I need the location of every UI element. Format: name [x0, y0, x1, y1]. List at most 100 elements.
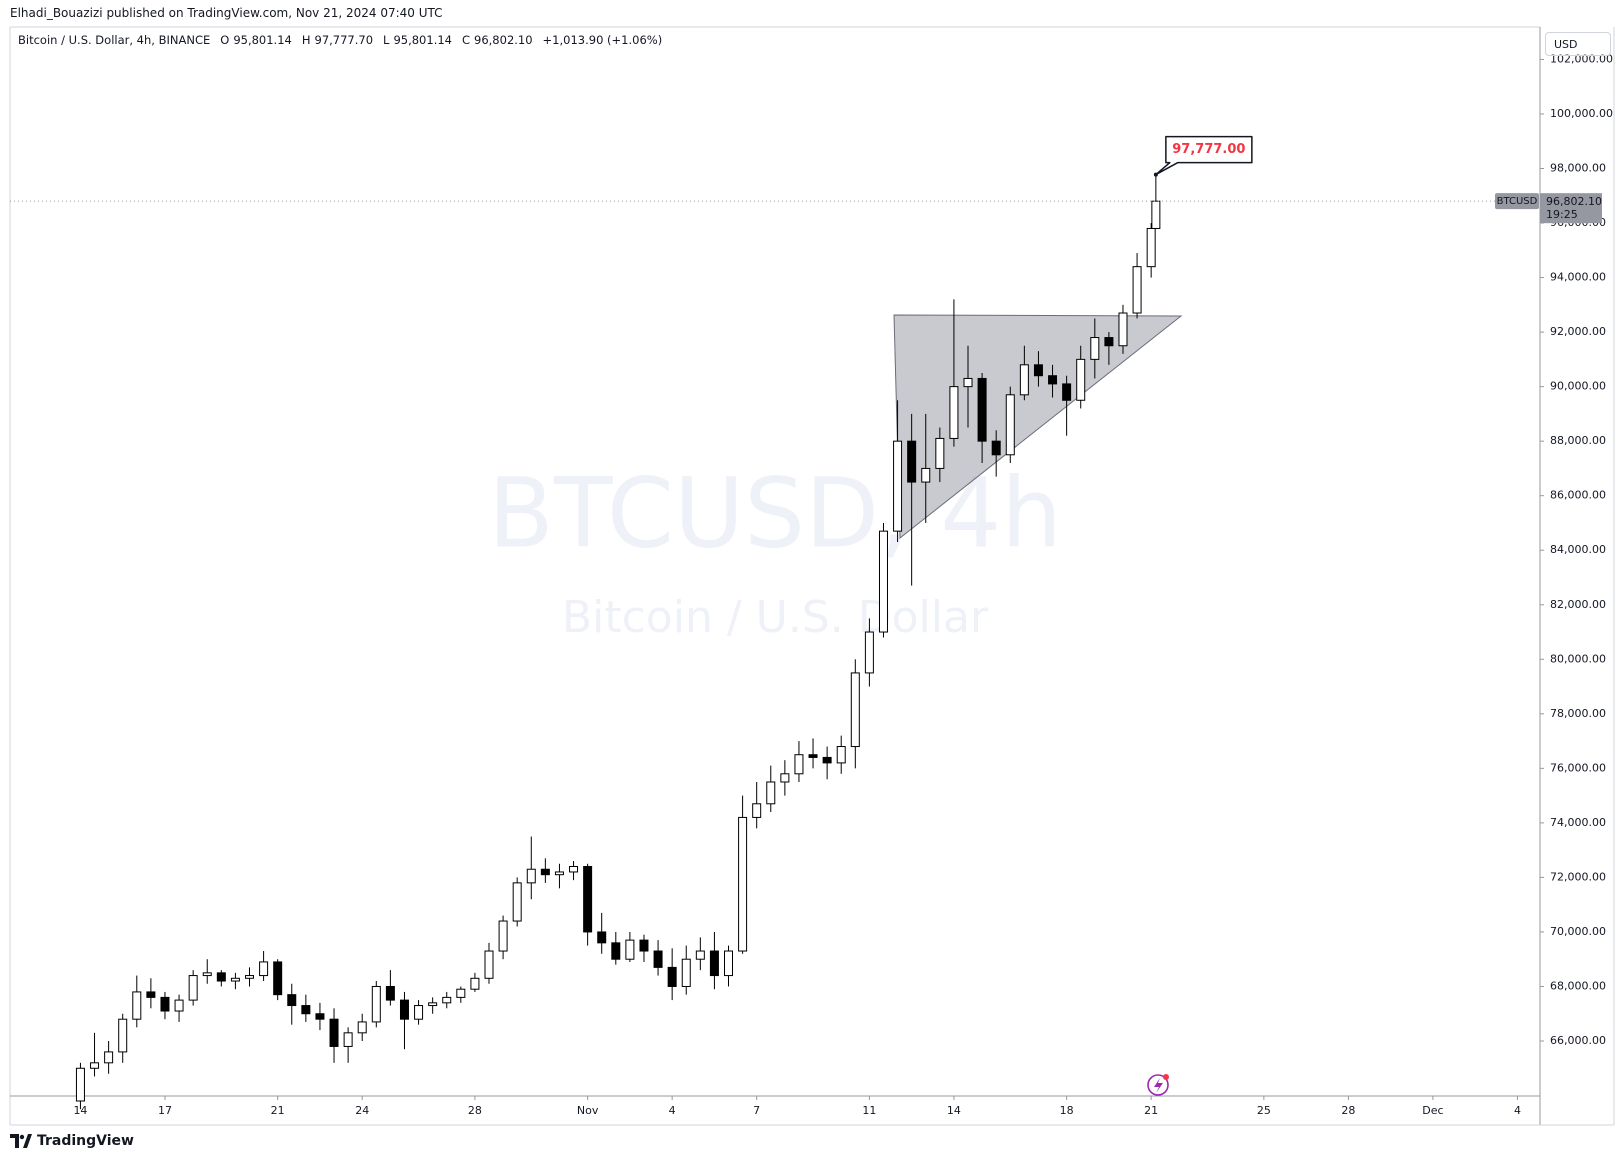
- candle-body: [667, 966, 677, 987]
- candle: [245, 967, 255, 987]
- candle-body: [1076, 358, 1086, 401]
- candle: [484, 942, 494, 984]
- price-tag: [1540, 193, 1602, 224]
- candle-body: [850, 672, 860, 748]
- candle-body: [301, 1005, 311, 1015]
- candle-body: [611, 942, 621, 960]
- ohlc-key: H: [301, 33, 311, 47]
- footer: TradingView: [10, 1133, 134, 1149]
- candle-body: [695, 950, 705, 960]
- candle: [174, 994, 184, 1022]
- candle-body: [1118, 312, 1128, 347]
- x-tick-label: 4: [1514, 1104, 1521, 1117]
- callout-box: [1155, 135, 1253, 176]
- candle: [470, 972, 480, 992]
- candle: [428, 997, 438, 1014]
- candle: [216, 970, 226, 987]
- candle: [146, 978, 156, 1009]
- x-tick-label: 14: [947, 1104, 961, 1117]
- brand: TradingView: [37, 1133, 134, 1149]
- candle-body: [977, 377, 987, 442]
- candle-body: [893, 440, 903, 532]
- ohlc-key: C: [461, 33, 471, 47]
- candle-body: [949, 386, 959, 439]
- symbol-tag: [1495, 193, 1539, 210]
- candle: [259, 951, 269, 982]
- candle-body: [498, 920, 508, 952]
- candle-body: [343, 1032, 353, 1047]
- ohlc-value: 95,801.14: [233, 33, 292, 47]
- candle: [442, 991, 452, 1009]
- candle-body: [104, 1051, 114, 1064]
- candle: [893, 400, 903, 543]
- candle-body: [399, 999, 409, 1020]
- candle-body: [639, 939, 649, 952]
- candle: [907, 413, 917, 586]
- candle: [371, 981, 381, 1028]
- candle-body: [808, 754, 818, 758]
- candle-body: [1151, 200, 1161, 229]
- candle-body: [907, 440, 917, 483]
- triangle-pattern: [893, 314, 1183, 540]
- candle: [118, 1013, 128, 1063]
- candle-body: [230, 977, 240, 982]
- currency-button[interactable]: USD: [1545, 32, 1611, 56]
- candle-body: [724, 950, 734, 977]
- candle: [456, 986, 466, 1003]
- candle: [625, 931, 635, 962]
- candle: [202, 959, 212, 984]
- candle-body: [146, 991, 156, 998]
- candle-body: [75, 1067, 85, 1102]
- candle-body: [1005, 394, 1015, 456]
- candle: [977, 372, 987, 463]
- candle-body: [653, 950, 663, 968]
- y-tick-label: 82,000.00: [1550, 598, 1606, 611]
- candle: [230, 972, 240, 990]
- candle-body: [245, 975, 255, 979]
- candle: [709, 931, 719, 990]
- candle-body: [273, 961, 283, 996]
- candle-body: [1019, 364, 1029, 396]
- candle: [836, 735, 846, 774]
- candle-body: [1146, 227, 1156, 268]
- candle: [1019, 345, 1029, 401]
- y-tick-label: 92,000.00: [1550, 325, 1606, 338]
- candle: [695, 937, 705, 971]
- x-tick-label: 21: [1144, 1104, 1158, 1117]
- candle: [850, 659, 860, 769]
- x-tick-label: 11: [862, 1104, 876, 1117]
- ohlc-key: L: [383, 33, 390, 47]
- candle-body: [681, 958, 691, 987]
- candle-body: [935, 437, 945, 469]
- candle-body: [1104, 337, 1114, 347]
- candle-body: [287, 994, 297, 1007]
- candle: [498, 915, 508, 960]
- candle: [639, 934, 649, 962]
- candle-body: [709, 950, 719, 977]
- callout-label: 97,777.00: [1172, 142, 1245, 157]
- candle: [597, 912, 607, 954]
- candle: [822, 746, 832, 780]
- candle: [188, 970, 198, 1006]
- candle-body: [1062, 383, 1072, 401]
- candle-body: [371, 985, 381, 1023]
- candle-body: [188, 975, 198, 1001]
- x-tick-label: 7: [753, 1104, 760, 1117]
- candle: [935, 427, 945, 483]
- candle: [766, 765, 776, 812]
- candle: [1151, 174, 1161, 229]
- y-tick-label: 88,000.00: [1550, 434, 1606, 447]
- candle: [1132, 253, 1142, 319]
- symbol-tag-label: BTCUSD: [1497, 196, 1538, 207]
- candle: [738, 795, 748, 954]
- candle: [794, 741, 804, 782]
- x-tick-label: Dec: [1422, 1104, 1443, 1117]
- candle-body: [1048, 375, 1058, 385]
- x-tick-label: 21: [271, 1104, 285, 1117]
- candle: [273, 959, 283, 1001]
- candle: [1118, 304, 1128, 354]
- candle: [540, 858, 550, 883]
- alert-icon: [1147, 1074, 1169, 1096]
- symbol-name: Bitcoin / U.S. Dollar, 4h, BINANCE: [18, 33, 211, 47]
- ohlc-value: 97,777.70: [314, 33, 374, 47]
